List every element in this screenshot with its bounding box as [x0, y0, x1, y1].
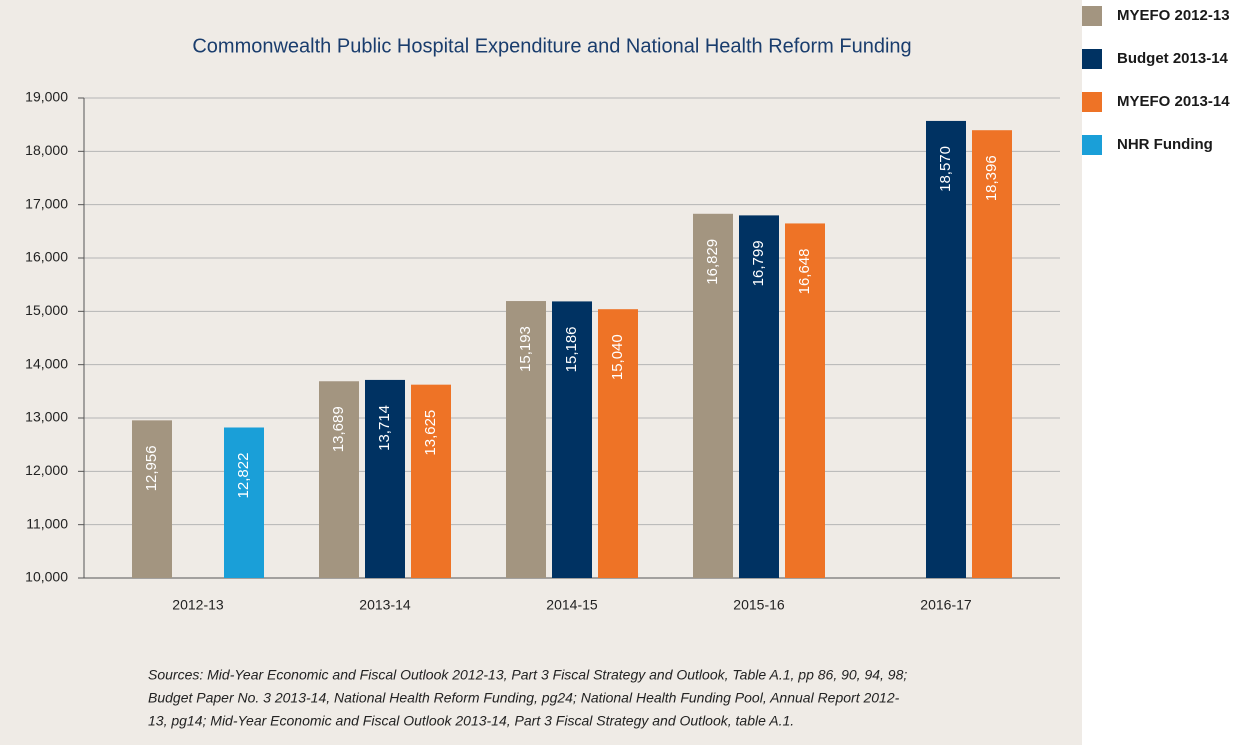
bar [224, 427, 264, 578]
y-tick-label: 13,000 [25, 409, 68, 425]
bar [365, 379, 405, 578]
value-label: 15,186 [563, 326, 580, 372]
x-tick-label: 2013-14 [359, 597, 411, 613]
bar [598, 309, 638, 578]
source-note: Budget Paper No. 3 2013-14, National Hea… [148, 690, 900, 706]
legend-swatch [1082, 49, 1102, 69]
bar [506, 301, 546, 578]
value-label: 13,714 [376, 405, 393, 451]
value-label: 18,396 [983, 155, 1000, 201]
y-tick-label: 19,000 [25, 89, 68, 105]
x-tick-label: 2015-16 [733, 597, 785, 613]
bar [926, 120, 966, 578]
source-note: Sources: Mid-Year Economic and Fiscal Ou… [148, 667, 907, 683]
y-tick-label: 10,000 [25, 569, 68, 585]
x-tick-label: 2012-13 [172, 597, 224, 613]
x-tick-label: 2016-17 [920, 597, 972, 613]
legend-swatch [1082, 135, 1102, 155]
y-tick-label: 15,000 [25, 302, 68, 318]
legend-label: MYEFO 2012-13 [1117, 7, 1230, 24]
value-label: 18,570 [937, 146, 954, 192]
legend-label: NHR Funding [1117, 136, 1213, 153]
bar [693, 213, 733, 578]
bar [972, 130, 1012, 579]
y-tick-label: 17,000 [25, 195, 68, 211]
value-label: 12,822 [235, 453, 252, 499]
value-label: 13,625 [422, 410, 439, 456]
value-label: 16,648 [796, 248, 813, 294]
value-label: 15,193 [517, 326, 534, 372]
bar [132, 420, 172, 578]
value-label: 13,689 [330, 406, 347, 452]
chart-title: Commonwealth Public Hospital Expenditure… [192, 35, 911, 57]
bar [739, 215, 779, 579]
y-tick-label: 16,000 [25, 249, 68, 265]
bar [319, 381, 359, 578]
legend-label: MYEFO 2013-14 [1117, 93, 1230, 110]
value-label: 12,956 [143, 445, 160, 491]
y-tick-label: 18,000 [25, 142, 68, 158]
value-label: 16,799 [750, 240, 767, 286]
legend-label: Budget 2013-14 [1117, 50, 1229, 67]
legend-swatch [1082, 6, 1102, 26]
value-label: 15,040 [609, 334, 626, 380]
value-label: 16,829 [704, 239, 721, 285]
y-tick-label: 11,000 [26, 515, 68, 531]
y-tick-label: 14,000 [25, 355, 68, 371]
bar [552, 301, 592, 578]
bar [411, 384, 451, 578]
bar [785, 223, 825, 578]
source-note: 13, pg14; Mid-Year Economic and Fiscal O… [148, 713, 794, 729]
legend-swatch [1082, 92, 1102, 112]
x-tick-label: 2014-15 [546, 597, 598, 613]
y-tick-label: 12,000 [25, 462, 68, 478]
